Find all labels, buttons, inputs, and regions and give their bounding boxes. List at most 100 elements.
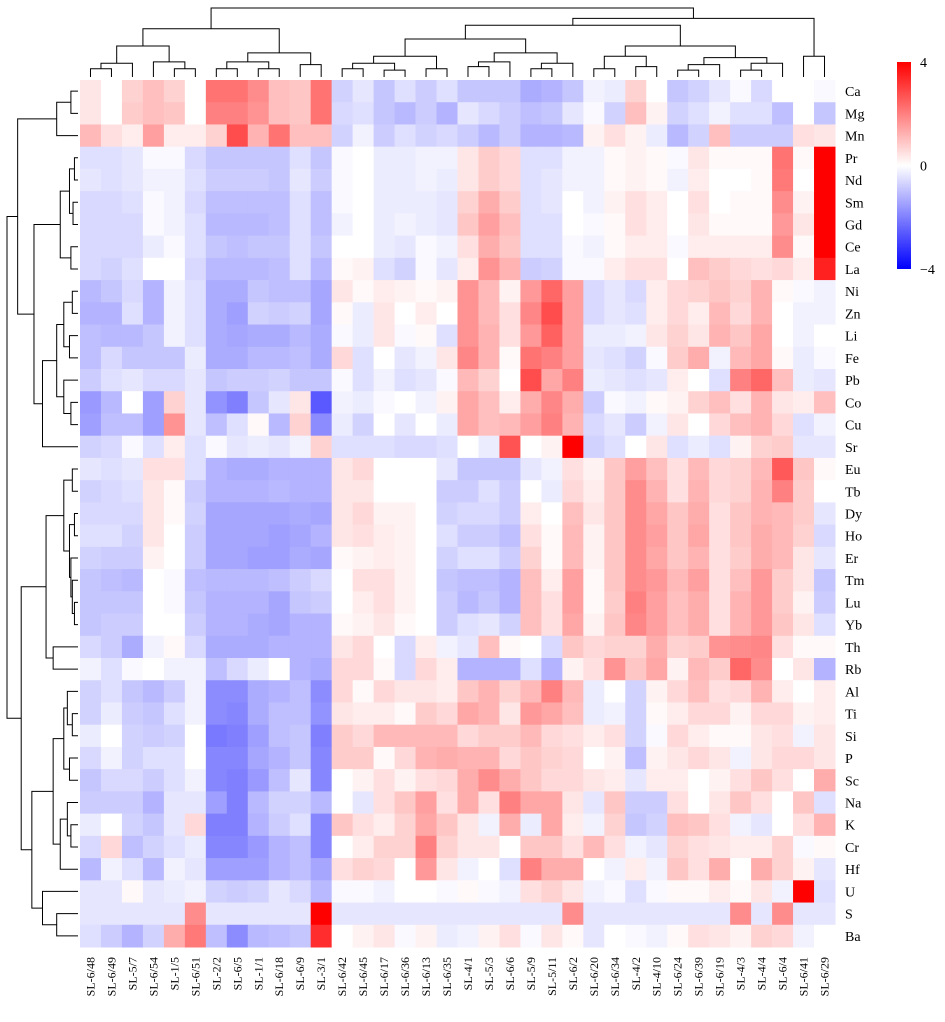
heatmap-cell [457,924,479,948]
heatmap-cell [352,658,375,681]
heatmap-cell [583,324,605,348]
heatmap-cell [478,880,500,904]
heatmap-cell [646,835,668,859]
dendrogram-branch [477,61,511,77]
heatmap-cell [667,191,689,214]
heatmap-cell [751,880,773,904]
heatmap-cell [289,791,312,815]
dendrogram-branch [467,66,490,77]
heatmap-cell [436,591,458,615]
heatmap-cell [520,858,542,881]
heatmap-cell [373,658,396,681]
dendrogram-branch [63,301,73,348]
heatmap-cell [121,213,144,237]
heatmap-cell [583,168,605,192]
heatmap-cell [457,391,479,414]
heatmap-cell [541,546,563,570]
heatmap-cell [331,124,354,148]
heatmap-cell [100,680,123,703]
heatmap-cell [268,146,291,170]
heatmap-cell [667,724,689,748]
heatmap-cell [562,435,584,459]
heatmap-cell [541,369,563,392]
heatmap-cell [793,591,815,615]
heatmap-cell [247,546,270,570]
heatmap-cell [646,724,668,748]
heatmap-cell [478,502,500,526]
heatmap-cell [226,435,249,459]
heatmap-cell [499,613,521,637]
column-label: SL-6/49 [104,957,118,996]
heatmap-cell [478,480,500,503]
heatmap-cell [268,746,291,770]
heatmap-cell [751,235,773,259]
heatmap-cell [541,813,563,837]
heatmap-cell [268,569,291,592]
heatmap-cell [352,813,375,837]
heatmap-cell [394,680,417,703]
heatmap-cell [772,146,794,170]
heatmap-cell [793,102,815,125]
heatmap-cell [478,591,500,615]
heatmap-cell [520,546,542,570]
heatmap-cell [310,168,333,192]
heatmap-cell [709,924,731,948]
heatmap-cell [331,324,354,348]
heatmap-cell [373,213,396,237]
row-label: Th [845,641,861,656]
heatmap-cell [604,80,626,103]
heatmap-cell [163,569,186,592]
heatmap-cell [373,791,396,815]
column-label: SL-6/48 [83,957,97,996]
heatmap-cell [688,280,710,303]
heatmap-cell [163,724,186,748]
heatmap-cell [226,902,249,926]
row-label: Pb [845,374,860,389]
heatmap-cell [793,280,815,303]
heatmap-cell [709,702,731,726]
heatmap-cell [268,835,291,859]
heatmap-cell [457,769,479,792]
heatmap-cell [625,235,647,259]
dendrogram-branch [73,157,78,181]
heatmap-cell [289,702,312,726]
heatmap-cell [604,435,626,459]
heatmap-cell [562,880,584,904]
heatmap-cell [352,124,375,148]
heatmap-cell [541,191,563,214]
heatmap-cell [730,902,752,926]
heatmap-cell [226,924,249,948]
heatmap-cell [80,146,102,170]
heatmap-cell [163,769,186,792]
heatmap-cell [352,324,375,348]
heatmap-cell [121,80,144,103]
heatmap-cell [121,391,144,414]
heatmap-cell [184,413,207,437]
heatmap-cell [163,502,186,526]
heatmap-cell [247,480,270,503]
heatmap-cell [142,168,165,192]
heatmap-grid [80,80,836,948]
heatmap-cell [667,880,689,904]
heatmap-cell [394,168,417,192]
heatmap-cell [394,324,417,348]
heatmap-cell [436,324,458,348]
heatmap-cell [163,546,186,570]
column-label: SL-4/4 [755,957,769,990]
heatmap-cell [499,302,521,326]
heatmap-cell [226,724,249,748]
heatmap-cell [646,924,668,948]
heatmap-cell [226,635,249,659]
heatmap-cell [100,480,123,503]
heatmap-cell [709,213,731,237]
heatmap-cell [205,191,228,214]
heatmap-cell [499,391,521,414]
heatmap-cell [562,80,584,103]
heatmap-cell [436,858,458,881]
heatmap-cell [520,769,542,792]
heatmap-cell [667,702,689,726]
heatmap-cell [163,746,186,770]
heatmap-cell [667,791,689,815]
heatmap-cell [772,835,794,859]
